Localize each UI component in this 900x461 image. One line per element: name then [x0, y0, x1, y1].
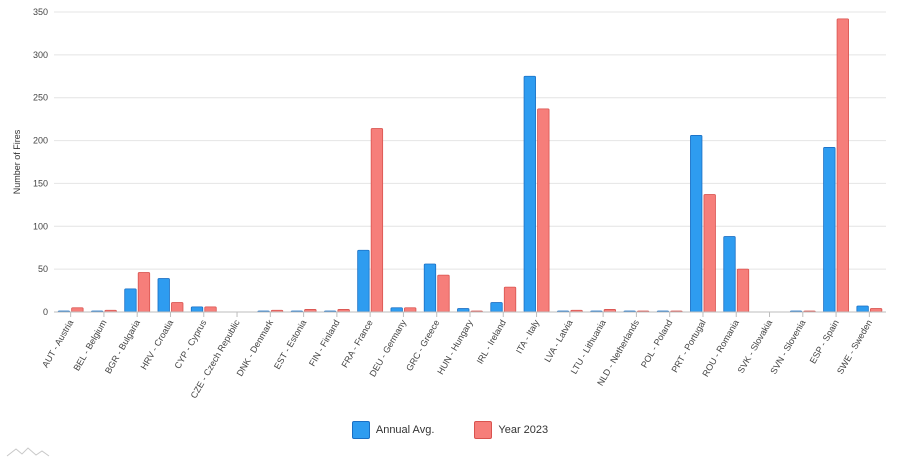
x-tick-label: POL - Poland	[639, 318, 675, 370]
x-tick-label: FRA - France	[339, 318, 374, 369]
x-tick-label: ITA - Italy	[514, 318, 542, 356]
bar-annual-avg	[457, 308, 470, 313]
x-tick-label: DNK - Denmark	[235, 318, 276, 378]
bar-year-2023	[503, 286, 517, 313]
legend-item-annual-avg[interactable]: Annual Avg.	[351, 421, 435, 439]
x-tick-label: AUT - Austria	[40, 318, 75, 369]
y-tick-label: 50	[38, 264, 48, 274]
bar-year-2023	[703, 194, 716, 313]
x-tick-label: LTU - Lithuania	[569, 318, 608, 376]
bar-annual-avg	[190, 306, 204, 313]
x-tick-label: SWE - Sweden	[835, 318, 874, 376]
x-tick-label: HUN - Hungary	[435, 318, 475, 377]
x-tick-label: HRV - Croatia	[139, 318, 176, 371]
bar-annual-avg	[723, 236, 736, 313]
bar-chart: 0 50 100 150 200 250 300 350 Number of Fires AUT …	[12, 7, 886, 400]
bar-year-2023	[171, 302, 184, 313]
y-tick-label: 100	[33, 221, 48, 231]
legend-label-annual-avg: Annual Avg.	[375, 424, 435, 436]
x-tick-label: BGR - Bulgaria	[103, 318, 142, 375]
y-tick-label: 300	[33, 50, 48, 60]
x-tick-label: IRL - Ireland	[475, 318, 508, 366]
x-tick-label: FIN - Finland	[307, 318, 342, 368]
x-tick-label: CYP - Cyprus	[172, 318, 208, 371]
bar-year-2023	[137, 272, 151, 313]
legend-swatch-annual-avg	[351, 421, 370, 439]
bar-annual-avg	[423, 263, 437, 313]
y-tick-label: 200	[33, 136, 48, 146]
bar-year-2023	[836, 18, 849, 313]
bar-year-2023	[370, 128, 384, 313]
y-tick-label: 0	[43, 307, 48, 317]
legend-item-year-2023[interactable]: Year 2023	[474, 421, 548, 439]
x-tick-label: BEL - Belgium	[71, 318, 108, 373]
x-tick-label: SVK - Slovakia	[736, 318, 775, 375]
bar-year-2023	[869, 308, 883, 313]
bar-annual-avg	[157, 278, 170, 313]
bar-annual-avg	[690, 135, 703, 313]
x-tick-label: PRT - Portugal	[669, 318, 707, 374]
bar-year-2023	[204, 306, 217, 313]
y-tick-label: 350	[33, 7, 48, 17]
bar-year-2023	[437, 274, 450, 313]
bar-annual-avg	[856, 305, 869, 313]
bar-annual-avg	[390, 307, 403, 313]
bar-year-2023	[71, 307, 84, 313]
bar-annual-avg	[357, 249, 370, 313]
bar-year-2023	[404, 307, 417, 313]
bar-annual-avg	[124, 288, 137, 313]
y-axis-title: Number of Fires	[12, 129, 22, 194]
bar-annual-avg	[490, 302, 503, 313]
bar-annual-avg	[523, 75, 536, 313]
bar-year-2023	[736, 268, 750, 313]
x-tick-label: GRC - Greece	[404, 318, 441, 373]
x-tick-label: LVA - Latvia	[542, 318, 574, 364]
bar-annual-avg	[823, 147, 836, 313]
bar-year-2023	[537, 108, 550, 313]
y-tick-label: 150	[33, 178, 48, 188]
x-tick-label: ESP - Spain	[808, 318, 841, 365]
x-tick-label: SVN - Slovenia	[768, 318, 807, 376]
legend-swatch-year-2023	[474, 421, 493, 439]
y-tick-label: 250	[33, 93, 48, 103]
chart-legend: Annual Avg. Year 2023	[0, 421, 900, 439]
x-tick-label: EST - Estonia	[272, 318, 308, 371]
logo-icon	[6, 447, 50, 457]
legend-label-year-2023: Year 2023	[498, 424, 549, 436]
x-tick-label: DEU - Germany	[368, 318, 409, 379]
